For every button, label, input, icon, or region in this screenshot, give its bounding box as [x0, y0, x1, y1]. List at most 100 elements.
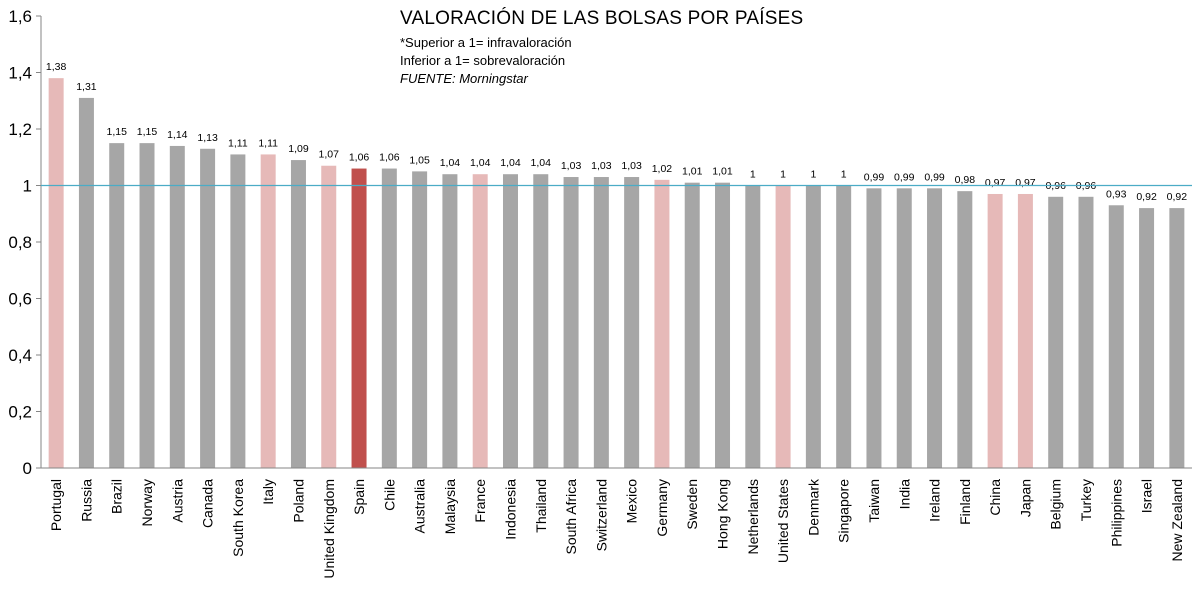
x-tick-label: United States: [775, 479, 791, 563]
x-tick-label: Chile: [381, 479, 397, 511]
y-tick-label: 0,8: [8, 233, 32, 252]
bar-value-label: 1,31: [76, 81, 97, 93]
bar: [169, 145, 185, 468]
bar-value-label: 1: [780, 169, 786, 181]
chart-title-block: VALORACIÓN DE LAS BOLSAS POR PAÍSES *Sup…: [400, 8, 803, 88]
bar: [927, 188, 943, 468]
x-tick-label: Australia: [412, 479, 428, 534]
x-tick-label: Hong Kong: [715, 479, 731, 549]
bar: [139, 143, 155, 468]
bar: [1078, 196, 1094, 469]
bar-value-label: 1,38: [46, 61, 67, 73]
bar-value-label: 1,04: [500, 157, 521, 169]
x-tick-label: Austria: [169, 479, 185, 523]
y-tick-label: 0,6: [8, 290, 32, 309]
bar-value-label: 1,01: [712, 166, 733, 178]
x-tick-label: Norway: [139, 479, 155, 526]
bar: [412, 171, 428, 468]
bar-value-label: 1: [841, 169, 847, 181]
bar: [48, 78, 64, 469]
bar-value-label: 0,99: [864, 171, 885, 183]
bar-value-label: 1,11: [258, 137, 278, 149]
note-upper: *Superior a 1= infravaloración: [400, 35, 572, 50]
bar: [230, 154, 246, 469]
bar: [1169, 208, 1185, 468]
bar-value-label: 1,15: [137, 126, 158, 138]
y-tick-label: 1: [23, 177, 32, 196]
x-tick-label: Belgium: [1048, 479, 1064, 530]
x-tick-label: Sweden: [684, 479, 700, 530]
x-tick-label: China: [987, 479, 1003, 516]
x-tick-label: South Africa: [563, 479, 579, 555]
x-tick-label: Malaysia: [442, 479, 458, 534]
note-lower: Inferior a 1= sobrevaloración: [400, 53, 566, 68]
x-tick-label: Turkey: [1078, 479, 1094, 521]
bar-value-label: 1,05: [409, 154, 430, 166]
x-tick-label: Switzerland: [593, 479, 609, 551]
bar-value-label: 0,97: [985, 177, 1006, 189]
bar: [1139, 208, 1155, 468]
x-tick-label: France: [472, 479, 488, 523]
y-tick-label: 0,2: [8, 403, 32, 422]
x-tick-label: Ireland: [927, 479, 943, 522]
bar: [896, 188, 912, 468]
bar: [836, 185, 852, 468]
bar: [502, 174, 518, 468]
bar: [563, 177, 579, 468]
bar: [321, 165, 337, 468]
bar: [442, 174, 458, 468]
bar: [805, 185, 821, 468]
bar: [351, 168, 367, 469]
bar-value-label: 1,11: [228, 137, 248, 149]
bar: [684, 182, 700, 469]
bar-value-label: 0,99: [924, 171, 945, 183]
bar-value-label: 1,15: [107, 126, 128, 138]
x-tick-label: Italy: [260, 479, 276, 505]
x-tick-label: New Zealand: [1169, 479, 1185, 562]
bar-value-label: 1,03: [561, 160, 582, 172]
bar-value-label: 0,99: [894, 171, 915, 183]
x-tick-label: Brazil: [109, 479, 125, 514]
x-tick-label: Philippines: [1108, 479, 1124, 547]
x-tick-label: Thailand: [533, 479, 549, 533]
x-tick-label: Israel: [1139, 479, 1155, 513]
bar-value-label: 1: [810, 169, 816, 181]
bar: [1108, 205, 1124, 468]
bar-value-label: 1,14: [167, 129, 188, 141]
bar: [775, 185, 791, 468]
x-tick-label: South Korea: [230, 479, 246, 557]
x-tick-label: Denmark: [805, 478, 821, 536]
bar-value-label: 0,92: [1167, 191, 1188, 203]
bar: [866, 188, 882, 468]
bar: [654, 179, 670, 468]
x-tick-label: Japan: [1017, 479, 1033, 517]
x-tick-label: Mexico: [624, 479, 640, 524]
bar: [624, 177, 640, 468]
x-tick-label: Russia: [78, 479, 94, 522]
x-tick-label: India: [896, 479, 912, 510]
x-tick-label: Finland: [957, 479, 973, 525]
y-tick-label: 1,4: [8, 64, 32, 83]
x-tick-label: Canada: [200, 479, 216, 528]
y-tick-label: 1,2: [8, 120, 32, 139]
bar: [290, 160, 306, 468]
bar-value-label: 1,13: [197, 132, 218, 144]
y-tick-label: 0: [23, 459, 32, 478]
bar: [593, 177, 609, 468]
y-tick-label: 0,4: [8, 346, 32, 365]
bar: [957, 191, 973, 468]
x-tick-label: Singapore: [836, 479, 852, 543]
bar-value-label: 0,92: [1136, 191, 1157, 203]
bar-value-label: 0,97: [1015, 177, 1036, 189]
x-tick-label: United Kingdom: [321, 479, 337, 579]
bar: [381, 168, 397, 469]
source-note: FUENTE: Morningstar: [400, 71, 528, 86]
x-tick-label: Spain: [351, 479, 367, 515]
bar-value-label: 1,06: [349, 152, 370, 164]
bar: [109, 143, 125, 468]
bar: [987, 193, 1003, 468]
x-tick-label: Indonesia: [502, 479, 518, 540]
bar: [1048, 196, 1064, 469]
bar-value-label: 0,93: [1106, 188, 1127, 200]
